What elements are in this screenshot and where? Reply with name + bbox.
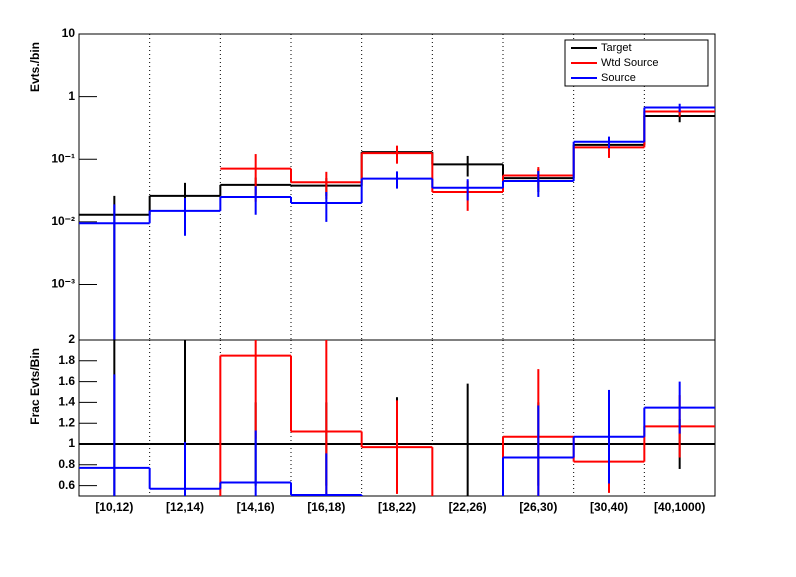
y-tick-label: 1.8 (58, 353, 75, 367)
y-axis-label: Evts./bin (28, 42, 42, 92)
y-tick-label: 10 (62, 26, 76, 40)
plot-area (79, 103, 715, 340)
y-tick-label: 1 (68, 436, 75, 450)
frame (78, 339, 716, 497)
y-tick-label: 10⁻³ (51, 277, 75, 291)
x-tick-label: [18,22) (378, 500, 416, 514)
y-tick-label: 1.2 (58, 415, 75, 429)
y-tick-label: 1 (68, 89, 75, 103)
x-tick-label: [16,18) (307, 500, 345, 514)
x-tick-label: [22,26) (449, 500, 487, 514)
y-tick-label: 1.4 (58, 395, 75, 409)
y-tick-label: 2 (68, 332, 75, 346)
legend-label: Source (601, 72, 636, 84)
y-axis-label: Frac Evts/Bin (28, 348, 42, 425)
x-tick-label: [26,30) (519, 500, 557, 514)
x-tick-label: [40,1000) (654, 500, 705, 514)
legend-label: Wtd Source (601, 57, 658, 69)
x-tick-label: [14,16) (237, 500, 275, 514)
x-tick-label: [12,14) (166, 500, 204, 514)
x-tick-label: [30,40) (590, 500, 628, 514)
y-tick-label: 1.6 (58, 374, 75, 388)
plot-area (79, 340, 715, 496)
y-tick-label: 0.8 (58, 457, 75, 471)
x-tick-label: [10,12) (95, 500, 133, 514)
y-tick-label: 10⁻² (51, 214, 75, 228)
y-tick-label: 10⁻¹ (51, 151, 75, 165)
legend-label: Target (601, 42, 632, 54)
y-tick-label: 0.6 (58, 478, 75, 492)
